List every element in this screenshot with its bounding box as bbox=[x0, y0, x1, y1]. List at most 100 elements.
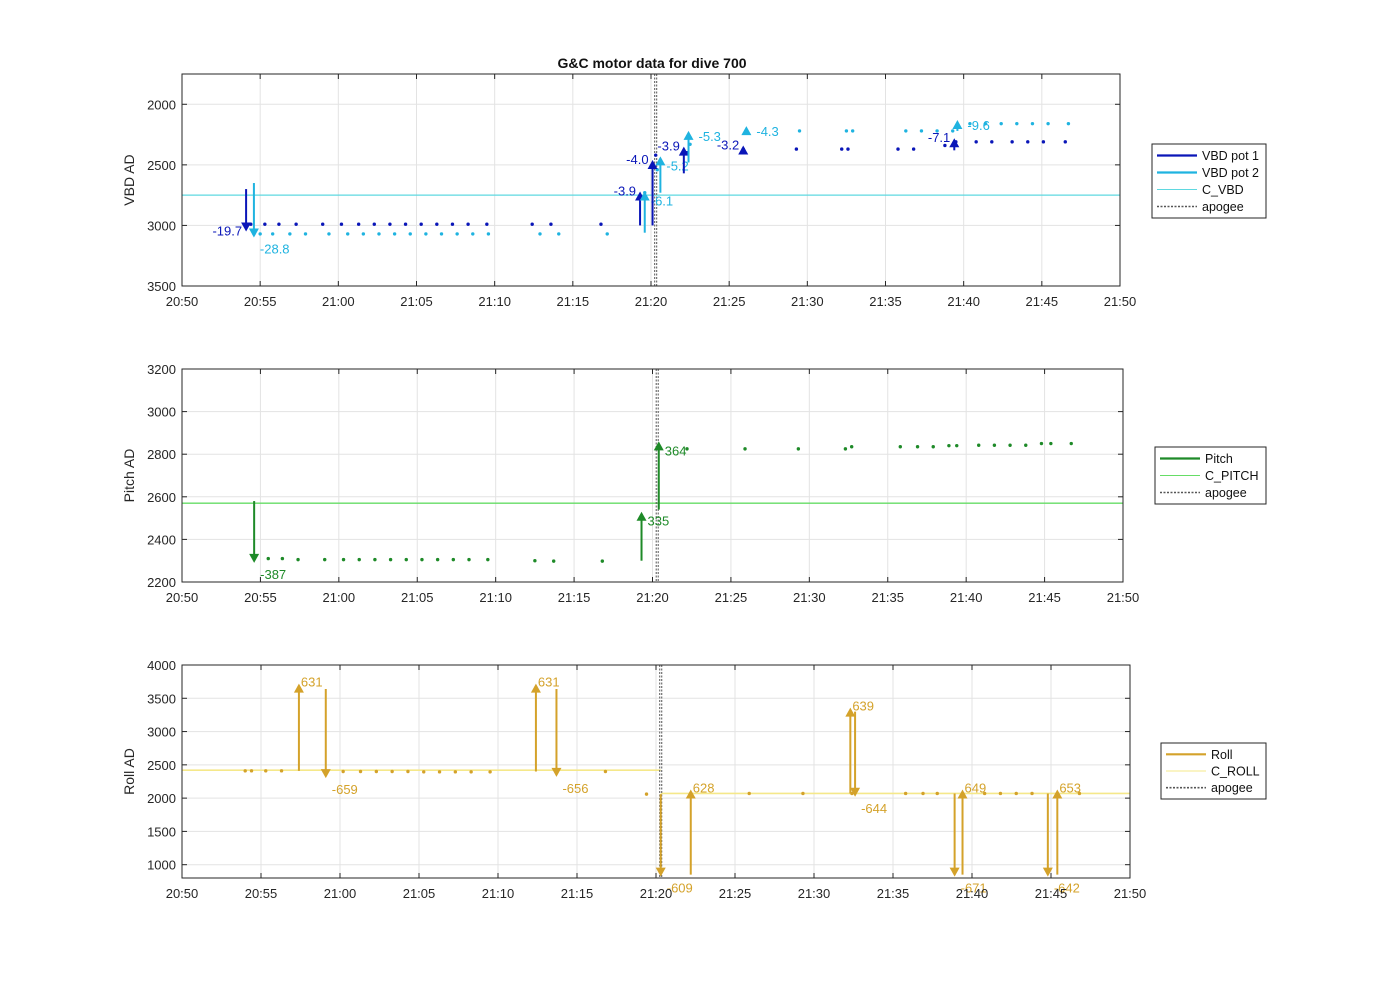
y-tick-label: 1500 bbox=[147, 824, 176, 839]
data-point bbox=[424, 232, 428, 236]
x-tick-label: 21:45 bbox=[1035, 886, 1068, 901]
y-tick-label: 3500 bbox=[147, 279, 176, 294]
data-point bbox=[653, 153, 658, 157]
data-point bbox=[1049, 441, 1053, 446]
arrow-label: -3.9 bbox=[614, 184, 636, 199]
data-point bbox=[404, 557, 408, 562]
data-point bbox=[321, 222, 325, 226]
data-point bbox=[796, 447, 801, 451]
x-tick-label: 21:50 bbox=[1114, 886, 1147, 901]
data-point bbox=[947, 443, 951, 448]
data-point bbox=[469, 770, 473, 774]
arrow-label: -671 bbox=[961, 881, 987, 896]
arrow-head bbox=[636, 511, 647, 521]
y-tick-label: 2200 bbox=[147, 575, 176, 590]
data-point bbox=[1014, 791, 1018, 796]
data-point bbox=[374, 769, 379, 774]
arrow-head bbox=[647, 160, 658, 170]
data-point bbox=[931, 445, 935, 449]
data-point bbox=[982, 791, 987, 796]
data-point bbox=[341, 769, 345, 774]
x-tick-label: 20:50 bbox=[166, 294, 199, 309]
data-point bbox=[356, 222, 361, 226]
panel-roll: 631 -659 631 -656 -609 628 639 -644 -671 649 -642 6… bbox=[121, 658, 1267, 901]
x-tick-label: 20:55 bbox=[245, 886, 278, 901]
data-point bbox=[403, 222, 408, 226]
y-tick-label: 1000 bbox=[147, 858, 176, 873]
legend-label: apogee bbox=[1202, 200, 1244, 214]
arrow-head bbox=[741, 126, 752, 136]
x-tick-label: 21:00 bbox=[324, 886, 357, 901]
data-point bbox=[450, 222, 455, 226]
data-point bbox=[747, 791, 751, 796]
data-point bbox=[919, 129, 924, 133]
arrow-label: -644 bbox=[861, 801, 887, 816]
data-point bbox=[408, 232, 412, 236]
data-point bbox=[373, 557, 377, 562]
data-point bbox=[279, 769, 284, 773]
data-point bbox=[849, 445, 854, 449]
y-tick-label: 2500 bbox=[147, 758, 176, 773]
data-point bbox=[327, 232, 331, 236]
arrow-head bbox=[949, 867, 960, 877]
data-point bbox=[797, 129, 802, 133]
data-point bbox=[538, 232, 542, 236]
data-point bbox=[1069, 441, 1073, 446]
arrow-label: 335 bbox=[648, 514, 670, 529]
figure-title: G&C motor data for dive 700 bbox=[557, 55, 746, 71]
data-point bbox=[943, 143, 947, 148]
y-axis-label: Roll AD bbox=[121, 748, 137, 795]
data-point bbox=[1030, 791, 1034, 796]
arrow-head bbox=[957, 789, 968, 799]
arrow-label: -387 bbox=[260, 567, 286, 582]
data-point bbox=[530, 222, 534, 226]
arrow-head bbox=[248, 228, 259, 238]
data-point bbox=[388, 557, 393, 562]
data-point bbox=[392, 232, 397, 236]
data-point bbox=[466, 222, 470, 226]
legend-label: Pitch bbox=[1205, 452, 1233, 466]
x-tick-label: 21:00 bbox=[322, 294, 355, 309]
x-tick-label: 21:00 bbox=[323, 590, 356, 605]
legend-label: apogee bbox=[1211, 781, 1253, 795]
data-point bbox=[439, 232, 444, 236]
arrow-label: 628 bbox=[693, 780, 715, 795]
data-point bbox=[263, 222, 267, 226]
data-point bbox=[974, 140, 978, 144]
data-point bbox=[419, 222, 423, 226]
arrow-head bbox=[293, 683, 304, 693]
data-point bbox=[435, 557, 440, 562]
x-tick-label: 21:35 bbox=[871, 590, 904, 605]
x-tick-label: 20:55 bbox=[244, 590, 277, 605]
arrow-head bbox=[320, 769, 331, 779]
x-tick-label: 21:15 bbox=[557, 294, 590, 309]
arrow-head bbox=[949, 138, 960, 148]
data-point bbox=[346, 232, 350, 236]
data-point bbox=[743, 447, 747, 451]
arrow-label: -28.8 bbox=[260, 242, 290, 257]
arrow-head bbox=[678, 146, 689, 156]
x-tick-label: 21:40 bbox=[950, 590, 983, 605]
data-point bbox=[935, 129, 939, 133]
x-tick-label: 21:05 bbox=[403, 886, 436, 901]
arrow-label: -6.1 bbox=[651, 194, 673, 209]
data-point bbox=[1041, 140, 1046, 144]
arrow-head bbox=[249, 553, 260, 563]
data-point bbox=[1063, 140, 1067, 144]
data-point bbox=[903, 791, 908, 796]
data-point bbox=[551, 559, 556, 563]
x-tick-label: 21:05 bbox=[401, 590, 434, 605]
arrow-head bbox=[738, 145, 749, 155]
arrow-head bbox=[241, 222, 252, 232]
data-point bbox=[296, 557, 300, 562]
data-point bbox=[451, 557, 456, 562]
data-point bbox=[921, 791, 925, 796]
data-point bbox=[486, 557, 490, 562]
data-point bbox=[1010, 140, 1014, 144]
arrow-head bbox=[655, 867, 666, 877]
arrow-label: -19.7 bbox=[212, 223, 242, 238]
